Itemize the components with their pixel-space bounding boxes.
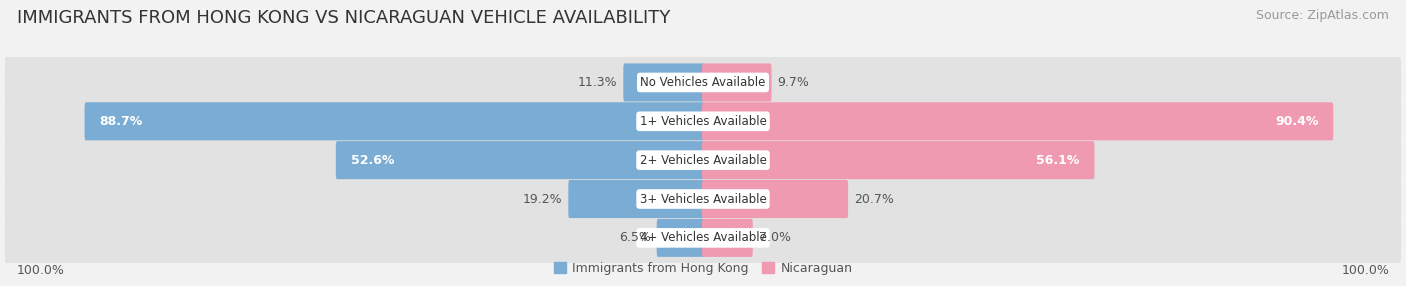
- Text: No Vehicles Available: No Vehicles Available: [640, 76, 766, 89]
- FancyBboxPatch shape: [702, 102, 1333, 140]
- Text: 90.4%: 90.4%: [1275, 115, 1319, 128]
- FancyBboxPatch shape: [657, 219, 704, 257]
- FancyBboxPatch shape: [702, 219, 752, 257]
- Text: 9.7%: 9.7%: [778, 76, 810, 89]
- FancyBboxPatch shape: [702, 63, 772, 102]
- Text: IMMIGRANTS FROM HONG KONG VS NICARAGUAN VEHICLE AVAILABILITY: IMMIGRANTS FROM HONG KONG VS NICARAGUAN …: [17, 9, 671, 27]
- Legend: Immigrants from Hong Kong, Nicaraguan: Immigrants from Hong Kong, Nicaraguan: [548, 257, 858, 280]
- Text: 19.2%: 19.2%: [523, 192, 562, 206]
- Text: 7.0%: 7.0%: [759, 231, 790, 244]
- Text: 3+ Vehicles Available: 3+ Vehicles Available: [640, 192, 766, 206]
- Text: 11.3%: 11.3%: [578, 76, 617, 89]
- FancyBboxPatch shape: [4, 211, 1402, 265]
- Text: 1+ Vehicles Available: 1+ Vehicles Available: [640, 115, 766, 128]
- FancyBboxPatch shape: [336, 141, 704, 179]
- FancyBboxPatch shape: [702, 180, 848, 218]
- FancyBboxPatch shape: [4, 172, 1402, 226]
- Text: 2+ Vehicles Available: 2+ Vehicles Available: [640, 154, 766, 167]
- FancyBboxPatch shape: [4, 55, 1402, 110]
- Text: 52.6%: 52.6%: [352, 154, 394, 167]
- Text: 88.7%: 88.7%: [100, 115, 143, 128]
- Text: 6.5%: 6.5%: [619, 231, 651, 244]
- FancyBboxPatch shape: [84, 102, 704, 140]
- FancyBboxPatch shape: [623, 63, 704, 102]
- Text: 4+ Vehicles Available: 4+ Vehicles Available: [640, 231, 766, 244]
- FancyBboxPatch shape: [4, 94, 1402, 148]
- FancyBboxPatch shape: [568, 180, 704, 218]
- Text: 100.0%: 100.0%: [17, 265, 65, 277]
- FancyBboxPatch shape: [702, 141, 1094, 179]
- Text: 20.7%: 20.7%: [853, 192, 894, 206]
- Text: 100.0%: 100.0%: [1341, 265, 1389, 277]
- FancyBboxPatch shape: [4, 133, 1402, 187]
- Text: 56.1%: 56.1%: [1036, 154, 1080, 167]
- Text: Source: ZipAtlas.com: Source: ZipAtlas.com: [1256, 9, 1389, 21]
